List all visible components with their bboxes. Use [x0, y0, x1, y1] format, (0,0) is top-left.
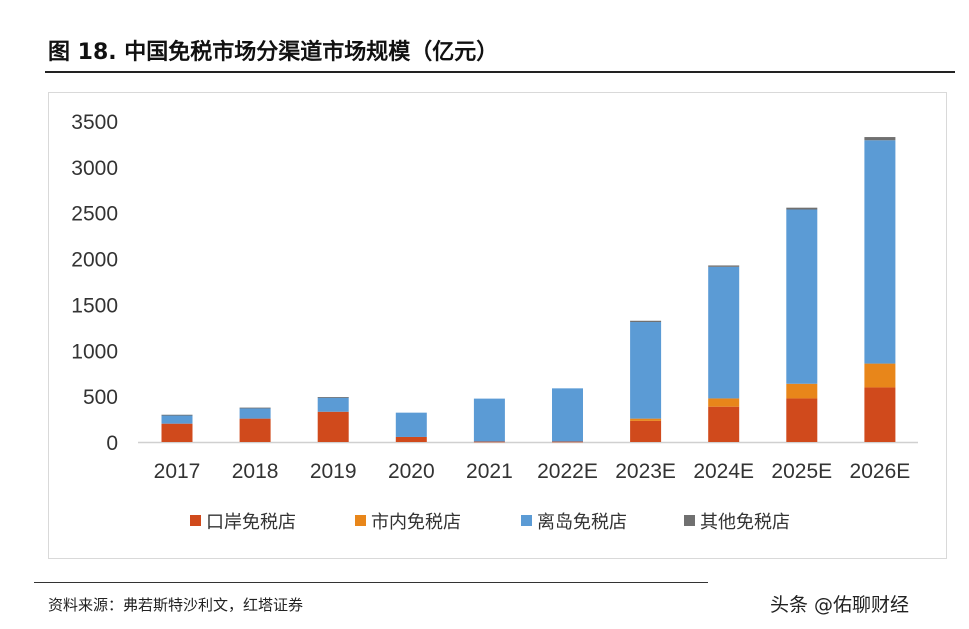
legend-label: 其他免税店 — [700, 512, 790, 533]
bar-segment — [864, 387, 896, 442]
source-note: 资料来源：弗若斯特沙利文，红塔证券 — [48, 596, 304, 614]
bar-segment — [630, 322, 662, 419]
footer-divider — [34, 582, 708, 583]
bar-segment — [317, 397, 349, 412]
y-tick-label: 2500 — [71, 203, 118, 226]
bar-segment — [473, 398, 505, 442]
legend-swatch — [190, 515, 201, 526]
y-tick-label: 0 — [106, 432, 118, 455]
bar-segment — [395, 412, 427, 437]
legend-swatch — [355, 515, 366, 526]
bar-segment — [395, 436, 427, 442]
y-tick-label: 3000 — [71, 157, 118, 180]
y-tick-label: 2000 — [71, 249, 118, 272]
bar-segment — [239, 418, 271, 442]
bar-segment — [630, 418, 662, 421]
bar-segment — [864, 137, 896, 141]
bar-segment — [239, 407, 271, 409]
legend-swatch — [521, 515, 532, 526]
x-tick-label: 2017 — [154, 460, 201, 483]
x-tick-label: 2020 — [388, 460, 435, 483]
bar-segment — [708, 266, 740, 399]
legend-label: 离岛免税店 — [537, 512, 627, 533]
bar-segment — [708, 265, 740, 267]
x-tick-label: 2023E — [615, 460, 676, 483]
y-tick-label: 1000 — [71, 340, 118, 363]
bar-segment — [317, 397, 349, 398]
bar-segment — [630, 320, 662, 323]
title-divider — [45, 71, 955, 73]
y-tick-label: 500 — [83, 386, 118, 409]
bar-segment — [786, 398, 818, 442]
bar-segment — [786, 209, 818, 384]
bar-segment — [786, 383, 818, 399]
x-tick-label: 2019 — [310, 460, 357, 483]
bar-segment — [161, 414, 193, 416]
x-tick-label: 2025E — [771, 460, 832, 483]
bar-segment — [552, 388, 583, 442]
bar-segment — [473, 441, 505, 443]
legend-label: 市内免税店 — [371, 512, 461, 533]
bar-segment — [239, 408, 271, 419]
legend-swatch — [684, 515, 695, 526]
bar-segment — [552, 441, 583, 443]
bar-segment — [708, 406, 740, 442]
y-tick-label: 1500 — [71, 294, 118, 317]
chart-frame — [48, 92, 947, 559]
bar-segment — [161, 414, 193, 424]
x-tick-label: 2021 — [466, 460, 513, 483]
watermark: 头条 @佑聊财经 — [770, 594, 910, 616]
bar-segment — [630, 420, 662, 442]
x-tick-label: 2024E — [693, 460, 754, 483]
bar-segment — [161, 423, 193, 442]
bar-segment — [786, 207, 818, 210]
x-tick-label: 2022E — [537, 460, 598, 483]
bar-segment — [864, 363, 896, 388]
x-tick-label: 2026E — [850, 460, 911, 483]
x-tick-label: 2018 — [232, 460, 279, 483]
bar-segment — [864, 140, 896, 364]
bar-segment — [708, 398, 740, 407]
y-tick-label: 3500 — [71, 111, 118, 134]
chart-title: 图 18. 中国免税市场分渠道市场规模（亿元） — [48, 40, 499, 65]
bar-segment — [317, 411, 349, 442]
legend-label: 口岸免税店 — [206, 512, 296, 533]
